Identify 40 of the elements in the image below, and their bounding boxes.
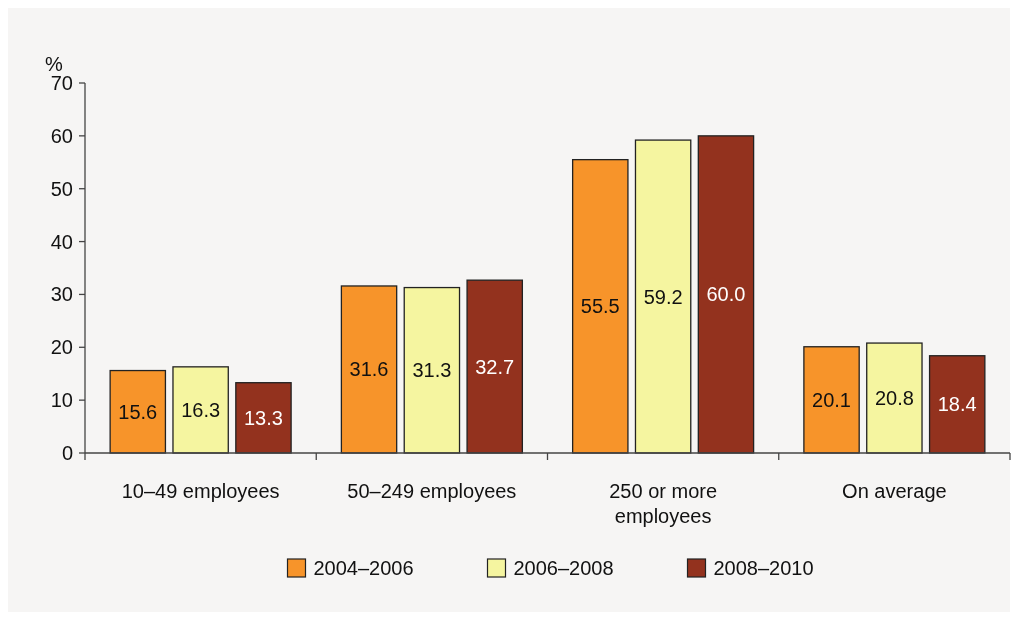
data-label: 32.7 [475,355,515,378]
data-label: 18.4 [937,393,977,416]
bar [172,366,229,454]
legend-label: 2008–2010 [713,557,814,579]
y-tick-label: 50 [50,177,73,200]
data-label: 60.0 [706,283,746,306]
bar [634,139,692,454]
bar [235,382,292,454]
y-tick-label: 60 [50,124,73,147]
bar [109,369,167,454]
y-tick-label: 40 [50,230,73,253]
y-tick-label: 30 [50,283,73,306]
data-label: 55.5 [580,295,620,318]
data-label: 13.3 [244,406,283,429]
bar [466,279,524,454]
bar [571,158,629,454]
bar [697,135,755,454]
data-label: 31.3 [412,359,452,382]
x-tick-label: 250 or more employees [609,480,718,527]
data-label: 16.3 [181,398,221,421]
y-tick-label: 0 [61,442,73,464]
y-tick-label: 10 [50,389,73,412]
legend-label: 2004–2006 [313,557,414,579]
y-tick-label: 20 [50,336,73,359]
y-axis-title: % [45,53,63,75]
x-tick-label: On average [842,480,947,502]
data-label: 20.1 [812,388,851,411]
data-label: 15.6 [118,400,158,423]
bar [866,342,923,454]
data-label: 20.8 [874,387,914,410]
data-label: 31.6 [349,358,389,381]
bar [403,286,461,454]
legend-label: 2006–2008 [513,557,614,579]
data-label: 59.2 [643,285,683,308]
bar [928,355,986,454]
y-tick-label: 70 [50,72,73,94]
bar [340,285,398,454]
x-tick-label: 10–49 employees [121,480,280,502]
x-tick-label: 50–249 employees [347,480,517,502]
bar [803,346,860,454]
